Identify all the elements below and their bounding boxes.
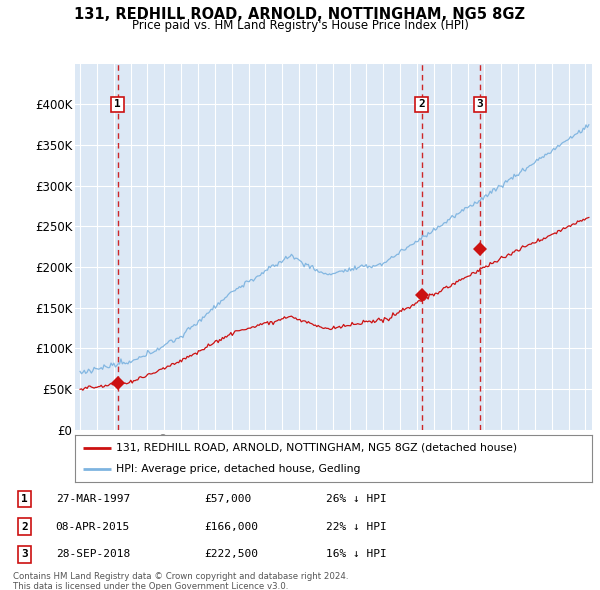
Text: 1: 1: [22, 494, 28, 504]
Text: This data is licensed under the Open Government Licence v3.0.: This data is licensed under the Open Gov…: [13, 582, 289, 590]
Text: 2: 2: [22, 522, 28, 532]
Text: £166,000: £166,000: [204, 522, 258, 532]
Text: 27-MAR-1997: 27-MAR-1997: [56, 494, 130, 504]
Text: 131, REDHILL ROAD, ARNOLD, NOTTINGHAM, NG5 8GZ: 131, REDHILL ROAD, ARNOLD, NOTTINGHAM, N…: [74, 7, 526, 22]
Text: 3: 3: [477, 99, 484, 109]
Text: 1: 1: [114, 99, 121, 109]
Text: 22% ↓ HPI: 22% ↓ HPI: [326, 522, 387, 532]
Text: HPI: Average price, detached house, Gedling: HPI: Average price, detached house, Gedl…: [116, 464, 361, 474]
Text: Contains HM Land Registry data © Crown copyright and database right 2024.: Contains HM Land Registry data © Crown c…: [13, 572, 349, 581]
Text: Price paid vs. HM Land Registry's House Price Index (HPI): Price paid vs. HM Land Registry's House …: [131, 19, 469, 32]
Text: 2: 2: [418, 99, 425, 109]
Text: 26% ↓ HPI: 26% ↓ HPI: [326, 494, 387, 504]
Text: £222,500: £222,500: [204, 549, 258, 559]
Text: 08-APR-2015: 08-APR-2015: [56, 522, 130, 532]
Text: 3: 3: [22, 549, 28, 559]
Text: £57,000: £57,000: [204, 494, 251, 504]
Text: 131, REDHILL ROAD, ARNOLD, NOTTINGHAM, NG5 8GZ (detached house): 131, REDHILL ROAD, ARNOLD, NOTTINGHAM, N…: [116, 442, 518, 453]
Text: 16% ↓ HPI: 16% ↓ HPI: [326, 549, 387, 559]
Text: 28-SEP-2018: 28-SEP-2018: [56, 549, 130, 559]
